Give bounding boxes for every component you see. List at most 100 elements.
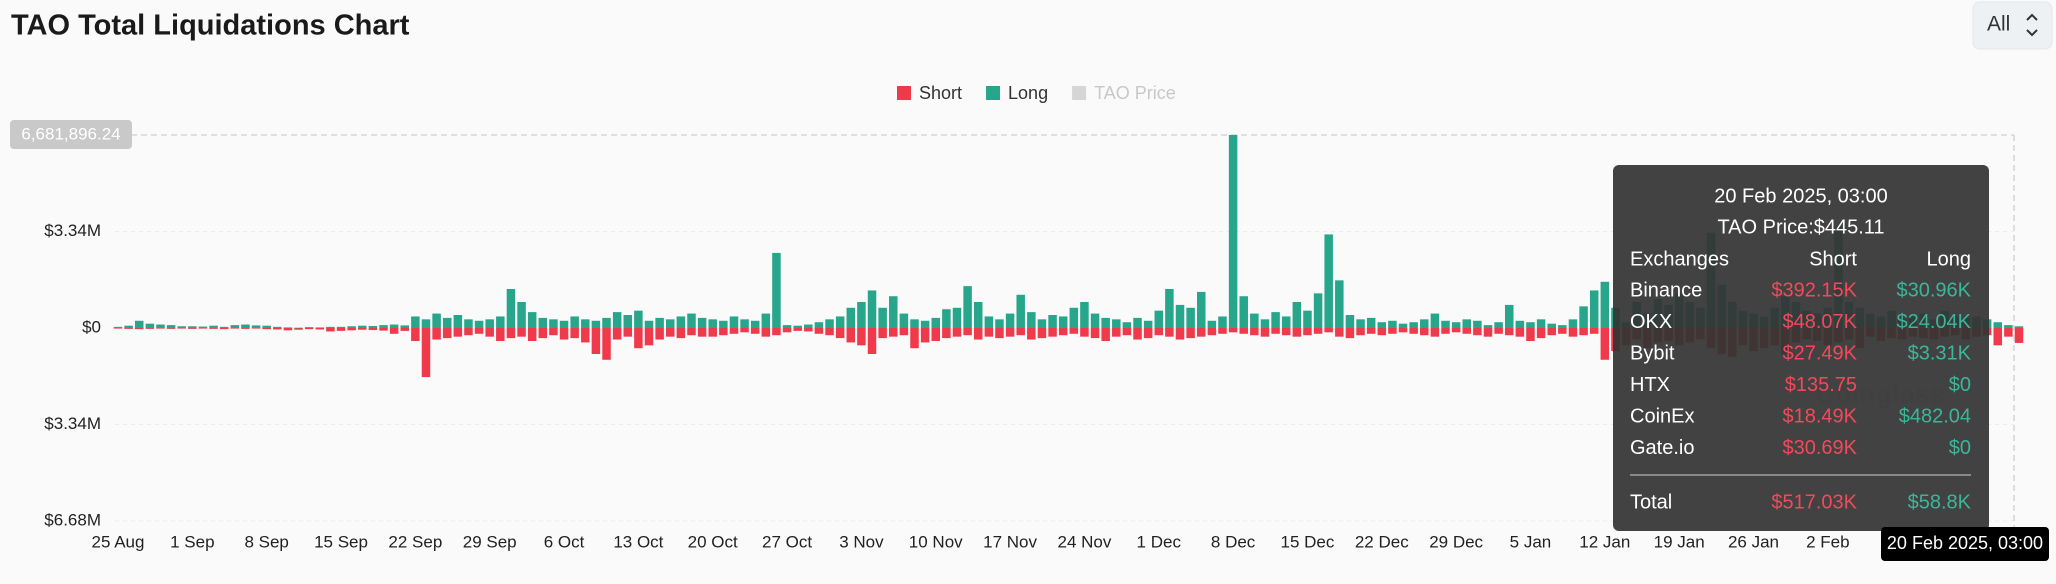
bar (1005, 328, 1015, 337)
legend-swatch[interactable] (897, 86, 911, 100)
y-tick-label: $3.34M (44, 414, 101, 433)
bar (358, 328, 367, 330)
bar (326, 328, 335, 332)
bar (1398, 328, 1408, 333)
bar (814, 322, 824, 328)
bar (273, 328, 282, 330)
bar (1451, 328, 1461, 333)
range-select[interactable]: All (1972, 1, 2053, 50)
x-tick-label: 8 Sep (244, 532, 288, 551)
legend-item[interactable]: TAO Price (1072, 83, 1176, 103)
bar (1080, 302, 1089, 328)
tooltip-cell: $30.96K (1896, 279, 1971, 301)
bar (740, 319, 749, 328)
bar (336, 326, 346, 328)
bar (1356, 328, 1365, 336)
bar (655, 328, 664, 340)
x-tick-label: 22 Dec (1355, 532, 1409, 551)
bar (1058, 316, 1068, 328)
bar (1451, 322, 1461, 328)
bar (1292, 328, 1302, 337)
tooltip-cell: OKX (1630, 311, 1672, 333)
range-select-label[interactable]: All (1987, 13, 2010, 36)
legend-label[interactable]: Short (919, 83, 962, 103)
bar (665, 319, 675, 328)
bar (1197, 328, 1206, 337)
bar (1324, 234, 1333, 328)
tooltip-box (1613, 165, 1989, 531)
bar (1218, 328, 1227, 334)
bar (506, 289, 516, 328)
bar (623, 315, 633, 328)
x-tick-label: 17 Nov (983, 532, 1037, 551)
bar (209, 328, 218, 329)
tooltip-cell: $18.49K (1782, 405, 1857, 427)
bar (347, 326, 356, 328)
bar (1313, 328, 1323, 334)
bar (634, 310, 643, 328)
bar (294, 327, 303, 329)
bar (1143, 328, 1153, 339)
bar (973, 302, 983, 328)
bar (1515, 320, 1525, 328)
bar (889, 328, 898, 337)
bar (1600, 281, 1610, 328)
bar (942, 309, 951, 328)
bar (1600, 328, 1610, 360)
bar (400, 325, 409, 328)
bar (1250, 328, 1259, 336)
tooltip-cell: Bybit (1630, 342, 1675, 364)
bar (761, 328, 771, 337)
bar (1366, 328, 1376, 334)
x-tick-label: 19 Jan (1654, 532, 1705, 551)
bar (973, 328, 983, 340)
legend-item[interactable]: Short (897, 83, 962, 103)
tooltip-cell: Binance (1630, 279, 1702, 301)
bar (517, 328, 526, 337)
bar (931, 317, 940, 328)
bar (602, 317, 611, 328)
legend-swatch[interactable] (986, 86, 1001, 100)
legend-item[interactable]: Long (986, 83, 1048, 103)
bar (1271, 312, 1280, 328)
bar (1494, 328, 1503, 334)
bar (219, 328, 229, 330)
bar (1356, 319, 1365, 328)
bar (485, 328, 494, 337)
y-tick-label: $3.34M (44, 221, 101, 240)
legend-swatch[interactable] (1072, 86, 1087, 100)
x-tick-label: 27 Oct (762, 532, 812, 551)
bar (156, 324, 165, 328)
tooltip-cell: $48.07K (1782, 311, 1857, 333)
x-tick-label: 22 Sep (388, 532, 442, 551)
bar (474, 328, 484, 334)
bar (411, 316, 420, 328)
bar (910, 328, 919, 349)
bar (1558, 325, 1567, 328)
bar (687, 313, 696, 328)
bar (1335, 328, 1344, 337)
bar (198, 328, 208, 329)
bar (379, 328, 388, 331)
bar (1504, 304, 1514, 328)
bar (899, 313, 909, 328)
bar (241, 324, 250, 328)
bar (963, 286, 972, 328)
bar (1154, 328, 1164, 336)
legend-label[interactable]: Long (1008, 83, 1048, 103)
legend-label[interactable]: TAO Price (1094, 83, 1176, 103)
bar (931, 328, 940, 341)
bar (1547, 323, 1556, 328)
bar (1345, 328, 1355, 339)
bar (878, 307, 887, 328)
bar (1027, 312, 1036, 328)
bar (442, 328, 452, 339)
bar (347, 328, 356, 331)
bar (1441, 320, 1450, 328)
bar (676, 316, 686, 328)
bar (952, 307, 962, 328)
bar (835, 328, 845, 339)
bar (814, 328, 824, 334)
range-select-box[interactable] (1972, 1, 2053, 50)
bar (1388, 328, 1397, 334)
